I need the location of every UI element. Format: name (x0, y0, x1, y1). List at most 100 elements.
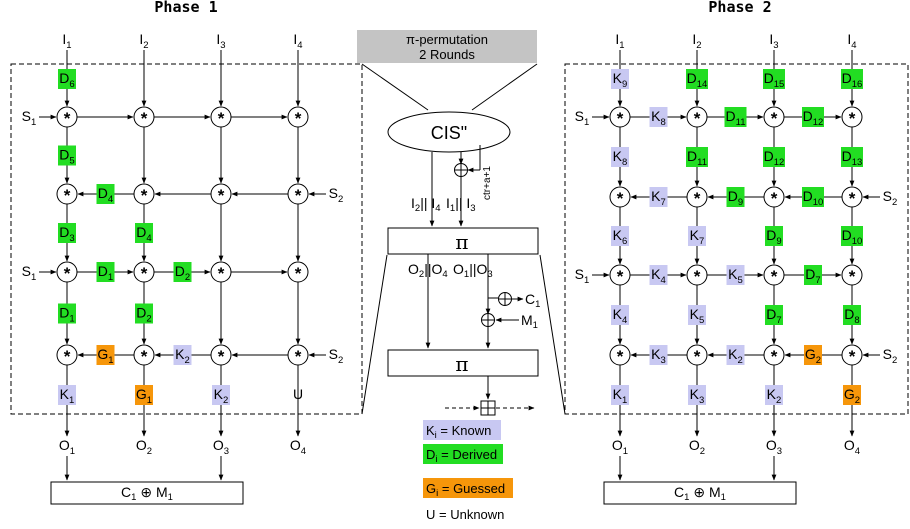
svg-text:D4: D4 (136, 224, 151, 244)
svg-text:*: * (694, 347, 701, 366)
phase1-node: * (210, 261, 232, 283)
svg-text:*: * (64, 347, 71, 366)
phase2-side-label-1: S1 (575, 108, 590, 128)
phase2-box-11: D13 (841, 147, 863, 168)
phase1-output-2: O2 (136, 437, 152, 457)
svg-text:D9: D9 (728, 188, 743, 208)
phase2-node: * (841, 186, 863, 208)
ctr-label: ctr+a+1 (482, 166, 493, 200)
phase2-output-4: O4 (844, 437, 860, 457)
m1-xor-icon (481, 313, 495, 327)
phase2-box-19: K4 (649, 265, 668, 286)
phase2-node: * (609, 186, 631, 208)
phase2-box-22: K4 (611, 305, 629, 326)
svg-text:D5: D5 (59, 147, 74, 167)
phase1-side-label-3: S1 (22, 263, 37, 283)
svg-text:*: * (218, 186, 225, 205)
phase1-node: * (133, 106, 155, 128)
svg-text:K1: K1 (613, 386, 628, 406)
phase1-node: * (210, 183, 232, 205)
phase2-box-2: D14 (686, 69, 708, 90)
svg-text:*: * (617, 267, 624, 286)
svg-text:D7: D7 (766, 306, 781, 326)
svg-text:*: * (694, 109, 701, 128)
svg-text:*: * (64, 109, 71, 128)
phase1-node: * (287, 344, 309, 366)
svg-text:K1: K1 (60, 386, 75, 406)
phase1-node: * (56, 261, 78, 283)
phase1-network: I1 I2 I3 I4 S1 S2 S1 S2 * * * * * * * * * * * * * * * * O1 O2 O3 O4… (22, 31, 343, 505)
svg-text:G2: G2 (805, 346, 821, 366)
phase2-node: * (763, 264, 785, 286)
phase2-box-9: D11 (686, 147, 708, 168)
phase2-box-21: D7 (804, 265, 822, 286)
svg-text:D2: D2 (175, 263, 190, 283)
pi-box-2 (387, 349, 539, 377)
svg-text:*: * (771, 347, 778, 366)
phase1-input-1: I1 (62, 31, 71, 51)
svg-text:*: * (64, 264, 71, 283)
phase2-box-1: K9 (611, 69, 629, 90)
phase2-side-label-2: S2 (883, 188, 898, 208)
svg-text:*: * (771, 109, 778, 128)
c1-label: C1 (525, 291, 540, 310)
out-right-label: O1||O3 (453, 261, 493, 280)
phase1-box-5: D4 (135, 223, 153, 244)
svg-text:K8: K8 (651, 108, 666, 128)
phase2-box-28: G2 (804, 345, 822, 366)
phase2-box-10: D12 (763, 147, 785, 168)
phase2-box-23: K5 (688, 305, 706, 326)
funnel-top-right (471, 63, 538, 111)
cis-ellipse (387, 111, 511, 153)
phase2-box-31: K2 (765, 385, 783, 406)
cis-label: CIS" (431, 123, 467, 143)
svg-text:*: * (617, 347, 624, 366)
legend-text-4: U = Unknown (426, 507, 504, 522)
svg-text:K6: K6 (613, 227, 628, 247)
legend-item-2: Di = Derived (423, 444, 503, 465)
phase1-title: Phase 1 (154, 0, 217, 16)
svg-text:D8: D8 (844, 306, 859, 326)
svg-text:D16: D16 (842, 70, 863, 90)
phase1-node: * (287, 261, 309, 283)
svg-text:D2: D2 (136, 305, 151, 325)
phase2-box-20: K5 (726, 265, 745, 286)
svg-text:K5: K5 (690, 306, 705, 326)
svg-text:*: * (218, 109, 225, 128)
svg-text:D10: D10 (803, 188, 824, 208)
phase2-input-1: I1 (615, 31, 624, 51)
phase2-side-label-4: S2 (883, 346, 898, 366)
phase1-box-15: U (293, 386, 303, 402)
svg-text:K2: K2 (728, 346, 743, 366)
svg-text:D14: D14 (687, 70, 708, 90)
svg-text:K2: K2 (767, 386, 782, 406)
svg-text:*: * (849, 347, 856, 366)
ctr-xor-icon (454, 163, 468, 177)
svg-text:K3: K3 (651, 346, 666, 366)
svg-text:K4: K4 (613, 306, 628, 326)
phase1-side-label-1: S1 (22, 108, 37, 128)
svg-text:*: * (141, 186, 148, 205)
phase2-box-3: D15 (763, 69, 785, 90)
phase2-box-17: D9 (765, 226, 783, 247)
phase2-box-26: K3 (649, 345, 668, 366)
phase2-node: * (609, 344, 631, 366)
svg-text:*: * (141, 347, 148, 366)
phase2-output-3: O3 (766, 437, 782, 457)
svg-text:D3: D3 (59, 224, 74, 244)
phase2-node: * (841, 106, 863, 128)
funnel-bottom-left (361, 254, 388, 415)
phase1-frame (10, 63, 363, 415)
phase1-box-7: D2 (173, 262, 192, 283)
svg-text:K7: K7 (690, 227, 705, 247)
svg-text:D1: D1 (98, 263, 113, 283)
phase2-box-30: K3 (688, 385, 706, 406)
svg-text:*: * (849, 267, 856, 286)
phase2-input-3: I3 (769, 31, 778, 51)
phase2-box-32: G2 (843, 385, 861, 406)
svg-text:D11: D11 (726, 108, 746, 128)
pi-symbol-1: π (455, 230, 468, 254)
phase1-box-6: D1 (96, 262, 115, 283)
phase1-box-10: G1 (96, 345, 115, 366)
phase2-input-2: I2 (692, 31, 701, 51)
